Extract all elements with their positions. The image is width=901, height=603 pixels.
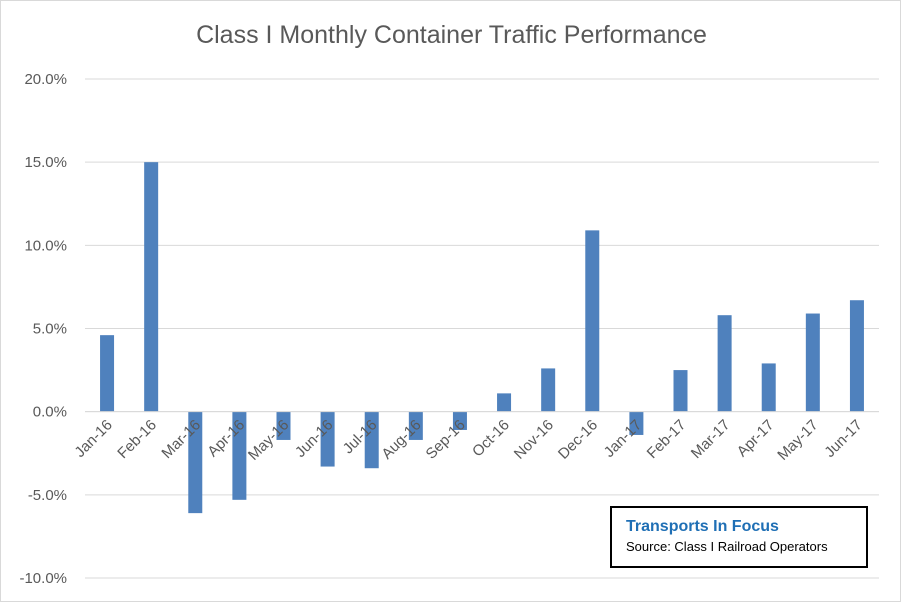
bar xyxy=(761,363,776,412)
y-tick-label: 5.0% xyxy=(33,321,67,338)
x-tick-label: Feb-16 xyxy=(114,416,160,462)
source-box: Transports In Focus Source: Class I Rail… xyxy=(610,506,868,568)
chart-title: Class I Monthly Container Traffic Perfor… xyxy=(196,21,707,49)
bar xyxy=(717,315,732,412)
y-tick-label: 0.0% xyxy=(33,404,67,421)
bar xyxy=(232,411,247,500)
x-tick-label: Apr-17 xyxy=(734,416,778,460)
bar xyxy=(629,411,644,435)
bar xyxy=(541,368,556,412)
bar xyxy=(805,313,820,412)
x-tick-label: Nov-16 xyxy=(511,416,557,462)
source-text: Source: Class I Railroad Operators xyxy=(626,539,828,554)
x-tick-label: May-17 xyxy=(774,416,821,463)
bar xyxy=(849,300,864,412)
bar xyxy=(144,162,159,412)
x-tick-label: Jun-17 xyxy=(821,416,865,460)
bar xyxy=(100,335,115,412)
x-tick-label: Dec-16 xyxy=(555,416,601,462)
x-tick-label: Oct-16 xyxy=(469,416,513,460)
bar xyxy=(497,393,512,412)
bar xyxy=(364,411,379,469)
bar xyxy=(188,411,203,514)
bar xyxy=(276,411,291,440)
x-tick-label: Jan-16 xyxy=(71,416,115,460)
y-tick-label: 20.0% xyxy=(24,71,67,88)
y-tick-label: -5.0% xyxy=(28,487,67,504)
bar xyxy=(673,370,688,412)
bar xyxy=(320,411,335,467)
x-tick-label: Sep-16 xyxy=(423,416,469,462)
bar xyxy=(408,411,423,440)
bar xyxy=(585,230,600,412)
x-tick-label: Jan-17 xyxy=(601,416,645,460)
y-tick-label: -10.0% xyxy=(19,570,67,587)
x-tick-label: May-16 xyxy=(245,416,292,463)
y-tick-label: 15.0% xyxy=(24,154,67,171)
x-tick-label: Feb-17 xyxy=(644,416,690,462)
y-tick-label: 10.0% xyxy=(24,237,67,254)
source-title: Transports In Focus xyxy=(626,518,779,535)
x-tick-label: Mar-17 xyxy=(688,416,734,462)
bar xyxy=(452,411,467,430)
